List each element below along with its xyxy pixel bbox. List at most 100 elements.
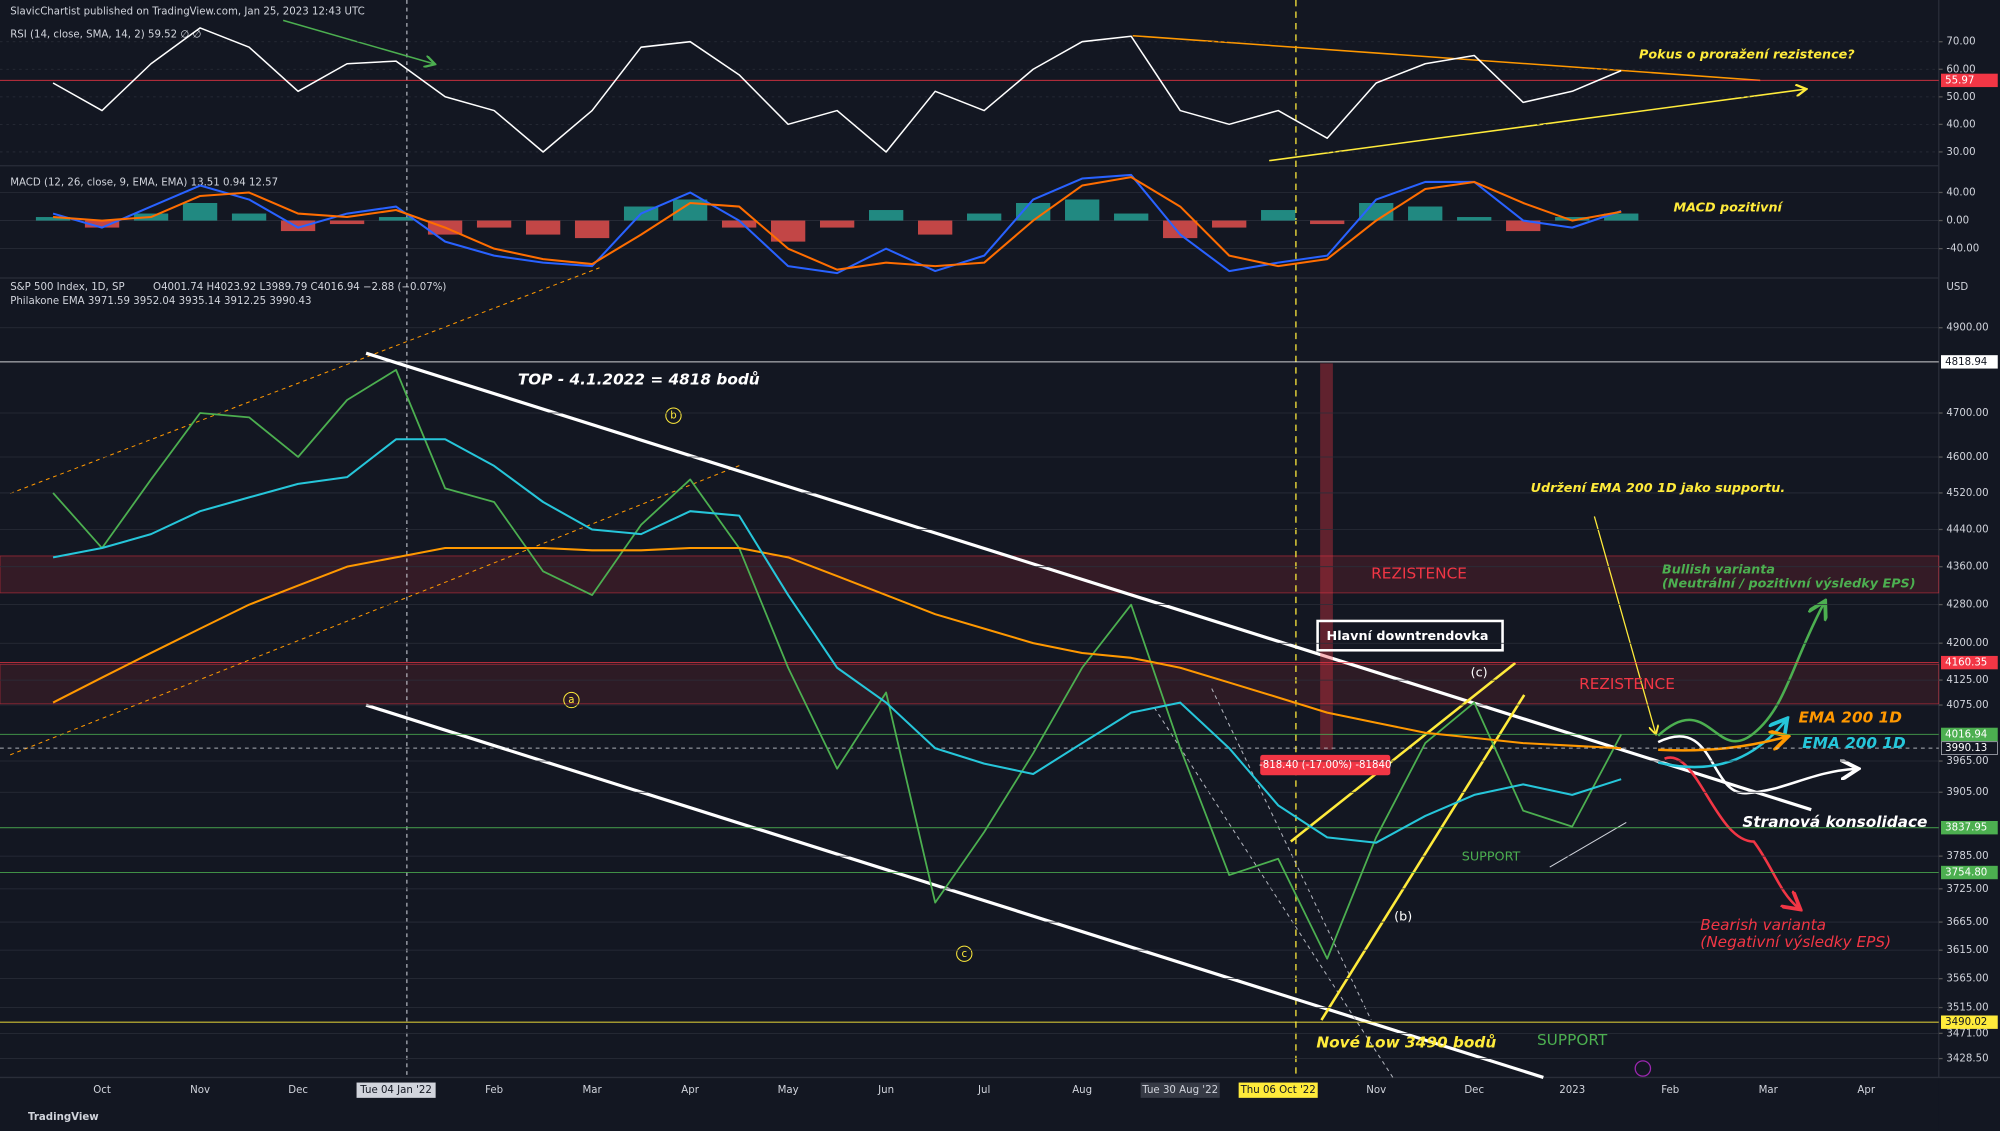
downtrend-line bbox=[365, 351, 1812, 812]
x-tick-label: Nov bbox=[190, 1085, 210, 1096]
x-tick-label: Aug bbox=[1072, 1085, 1092, 1096]
measure-label: -818.40 (-17.00%) -81840 bbox=[1259, 760, 1391, 771]
level-label-bg bbox=[1941, 727, 1998, 742]
histogram-bar bbox=[182, 203, 218, 221]
resistance-zone bbox=[0, 555, 1940, 594]
annotation: Nové Low 3490 bodů bbox=[1316, 1034, 1496, 1052]
annotation: REZISTENCE bbox=[1371, 564, 1467, 582]
histogram-bar bbox=[967, 213, 1002, 221]
price-line bbox=[52, 369, 1622, 960]
wave-circle bbox=[665, 407, 682, 424]
resistance-zone bbox=[0, 663, 1940, 705]
histogram-bar bbox=[1212, 220, 1247, 228]
y-tick-label: 3905.00 bbox=[1946, 787, 1988, 798]
y-tick-label: 3515.00 bbox=[1946, 1003, 1988, 1014]
x-tick-label: Feb bbox=[1661, 1085, 1679, 1096]
wave-label: c bbox=[961, 949, 967, 960]
histogram-bar bbox=[378, 217, 414, 221]
channel-line bbox=[10, 464, 740, 756]
level-label-bg bbox=[1941, 821, 1998, 835]
y-tick-label: 3965.00 bbox=[1946, 756, 1988, 767]
event-icon bbox=[1634, 1060, 1652, 1077]
annotation: TOP - 4.1.2022 = 4818 bodů bbox=[518, 370, 760, 388]
y-tick-label: 0.00 bbox=[1946, 216, 1969, 227]
y-tick-label: 4600.00 bbox=[1946, 452, 1988, 463]
histogram-bar bbox=[1555, 217, 1590, 221]
histogram-bar bbox=[1604, 213, 1639, 221]
histogram-bar bbox=[1408, 206, 1443, 221]
histogram-bar bbox=[84, 220, 120, 228]
y-tick-label: 4280.00 bbox=[1946, 600, 1988, 611]
y-tick-label: 4900.00 bbox=[1946, 323, 1988, 334]
histogram-bar bbox=[1114, 213, 1149, 221]
measure-bar bbox=[1320, 363, 1333, 750]
ohlc: O4001.74 H4023.92 L3989.79 C4016.94 −2.8… bbox=[153, 282, 446, 293]
ema-line bbox=[52, 547, 1622, 750]
annotation: Bullish varianta bbox=[1662, 562, 1775, 577]
wave-label: (c) bbox=[1471, 666, 1488, 681]
level-label-bg bbox=[1941, 1015, 1998, 1029]
annotation: Hlavní downtrendovka bbox=[1327, 629, 1489, 644]
ema-line bbox=[52, 438, 1622, 844]
date-label-bg bbox=[356, 1082, 436, 1098]
uptrend-line bbox=[1320, 694, 1526, 1021]
level-label-bg bbox=[1941, 655, 1998, 670]
histogram-bar bbox=[672, 199, 708, 221]
histogram-bar bbox=[574, 220, 610, 239]
x-tick-label: Tue 30 Aug '22 bbox=[1141, 1085, 1218, 1096]
y-tick-label: 4440.00 bbox=[1946, 524, 1988, 535]
y-tick-label: 3428.50 bbox=[1946, 1054, 1988, 1065]
histogram-bar bbox=[231, 213, 267, 221]
histogram-bar bbox=[1310, 220, 1345, 225]
trend-line bbox=[1211, 688, 1372, 1021]
level-label-bg bbox=[1941, 355, 1998, 369]
rsi-title: RSI (14, close, SMA, 14, 2) 59.52 ∅ ∅ bbox=[10, 29, 201, 40]
ema-legend: Philakone EMA 3971.59 3952.04 3935.14 39… bbox=[10, 296, 311, 307]
bullish-arrow bbox=[1657, 603, 1824, 743]
annotation: SUPPORT bbox=[1462, 849, 1521, 864]
y-tick-label: 40.00 bbox=[1946, 187, 1975, 198]
histogram-bar bbox=[1016, 203, 1051, 221]
y-tick-label: 3565.00 bbox=[1946, 974, 1988, 985]
level-label: 4160.35 bbox=[1945, 658, 1987, 669]
wave-label: a bbox=[568, 695, 574, 706]
arrow bbox=[1593, 516, 1655, 733]
annotation: MACD pozitivní bbox=[1673, 200, 1783, 215]
x-tick-label: Jul bbox=[977, 1085, 990, 1096]
y-tick-label: 60.00 bbox=[1946, 64, 1975, 75]
histogram-bar bbox=[918, 220, 953, 235]
wave-circle bbox=[563, 691, 580, 709]
level-label: 4818.94 bbox=[1945, 357, 1987, 368]
y-tick-label: 3615.00 bbox=[1946, 945, 1988, 956]
annotation: (Neutrální / pozitivní výsledky EPS) bbox=[1662, 576, 1916, 591]
annotation: EMA 200 1D bbox=[1802, 734, 1906, 752]
x-tick-label: Thu 06 Oct '22 bbox=[1240, 1085, 1316, 1096]
annotation: SUPPORT bbox=[1537, 1031, 1608, 1049]
wedge-line bbox=[1549, 821, 1627, 868]
rsi-line bbox=[52, 27, 1622, 153]
x-tick-label: Jun bbox=[877, 1085, 894, 1096]
uptrend-line bbox=[1290, 662, 1517, 843]
macd-line bbox=[52, 173, 1622, 275]
histogram-bar bbox=[525, 220, 561, 235]
annotation: Pokus o proražení rezistence? bbox=[1639, 47, 1855, 62]
level-label: 55.97 bbox=[1945, 75, 1974, 86]
y-tick-label: -40.00 bbox=[1946, 244, 1979, 255]
y-tick-label: 4360.00 bbox=[1946, 562, 1988, 573]
measure-label-bg bbox=[1260, 754, 1391, 776]
y-tick-label: 4700.00 bbox=[1946, 408, 1988, 419]
level-label-bg bbox=[1941, 73, 1998, 88]
level-label: 3490.02 bbox=[1945, 1017, 1987, 1028]
histogram-bar bbox=[1457, 217, 1492, 221]
wave-label: (b) bbox=[1394, 909, 1412, 924]
y-tick-label: 3785.00 bbox=[1946, 851, 1988, 862]
y-tick-label: 30.00 bbox=[1946, 147, 1975, 158]
y-tick-label: 3725.00 bbox=[1946, 884, 1988, 895]
annotation: (Negativní výsledky EPS) bbox=[1700, 933, 1891, 951]
y-tick-label: 70.00 bbox=[1946, 37, 1975, 48]
x-tick-label: Tue 04 Jan '22 bbox=[359, 1085, 432, 1096]
histogram-bar bbox=[35, 217, 71, 221]
y-tick-label: 4520.00 bbox=[1946, 488, 1988, 499]
